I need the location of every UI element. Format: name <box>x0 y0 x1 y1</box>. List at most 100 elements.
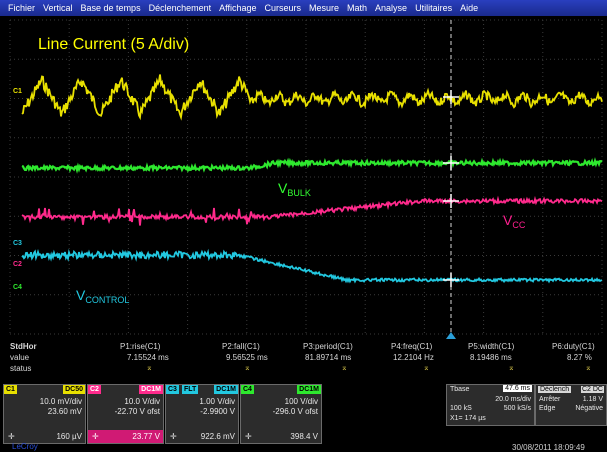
ch2-marker[interactable]: C2 <box>13 261 22 268</box>
waveform-display[interactable]: Line Current (5 A/div) VBULK VCC VCONTRO… <box>0 16 607 339</box>
ch2-trace <box>21 195 603 226</box>
row-label-stdhor: StdHor <box>10 342 37 351</box>
param-name[interactable]: P4:freq(C1) <box>391 342 433 351</box>
timebase-rate: 500 kS/s <box>503 405 531 412</box>
param-name[interactable]: P6:duty(C1) <box>552 342 595 351</box>
channel-3-header: C3 FLT DC1M <box>166 385 238 394</box>
ch3-marker[interactable]: C3 <box>13 240 22 247</box>
param-status-icon: ⌅ <box>146 363 153 372</box>
param-name[interactable]: P1:rise(C1) <box>120 342 161 351</box>
trigger-slope: Négative <box>575 405 603 412</box>
param-status-icon: ⌅ <box>244 363 251 372</box>
param-value: 7.15524 ms <box>127 353 169 362</box>
param-name[interactable]: P3:period(C1) <box>303 342 353 351</box>
param-value: 8.19486 ms <box>470 353 512 362</box>
menu-vertical[interactable]: Vertical <box>43 3 73 13</box>
param-value: 81.89714 ms <box>305 353 352 362</box>
channel-4-box[interactable]: C4 DC1M 100 V/div -296.0 V ofst ✛ 398.4 … <box>240 384 322 444</box>
menu-bar: Fichier Vertical Base de temps Déclenche… <box>0 0 607 16</box>
trigger-label: Déclench <box>538 386 572 393</box>
channel-4-offset: -296.0 V ofst <box>272 407 318 416</box>
channel-1-reading: 160 µV <box>56 432 82 441</box>
channel-2-scale: 10.0 V/div <box>124 397 160 406</box>
menu-file[interactable]: Fichier <box>8 3 36 13</box>
menu-utilities[interactable]: Utilitaires <box>415 3 453 13</box>
channel-2-box[interactable]: C2 DC1M 10.0 V/div -22.70 V ofst ✛ 23.77… <box>87 384 164 444</box>
channel-2-coupling: DC1M <box>139 385 163 394</box>
param-name[interactable]: P5:width(C1) <box>468 342 515 351</box>
channel-3-reading: 922.6 mV <box>200 432 235 441</box>
channel-4-header: C4 DC1M <box>241 385 321 394</box>
channel-4-tag: C4 <box>241 385 254 394</box>
param-status-icon: ⌅ <box>585 363 592 372</box>
param-name[interactable]: P2:fall(C1) <box>222 342 260 351</box>
menu-math[interactable]: Math <box>347 3 368 13</box>
channel-2-reading: 23.77 V <box>132 432 160 441</box>
channel-1-scale: 10.0 mV/div <box>39 397 82 406</box>
channel-1-offset: 23.60 mV <box>47 407 82 416</box>
menu-timebase[interactable]: Base de temps <box>80 3 141 13</box>
ch4-trace <box>21 157 603 174</box>
param-value: 8.27 % <box>567 353 592 362</box>
menu-cursors[interactable]: Curseurs <box>264 3 302 13</box>
trigger-source-badge: C2 DC <box>580 386 604 393</box>
channel-3-arrow-icon: ✛ <box>170 432 177 441</box>
channel-2-arrow-icon: ✛ <box>92 432 99 441</box>
measurement-table[interactable]: StdHor value status P1:rise(C1) 7.15524 … <box>0 339 607 384</box>
trigger-type: Edge <box>539 405 556 412</box>
row-label-value: value <box>10 353 30 362</box>
trigger-box[interactable]: Déclench C2 DC Arrêter 1.18 V Edge Négat… <box>535 384 607 426</box>
channel-2-header: C2 DC1M <box>88 385 163 394</box>
channel-4-reading: 398.4 V <box>290 432 318 441</box>
brand-logo: LeCroy <box>12 442 38 451</box>
channel-1-box[interactable]: C1 DC50 10.0 mV/div 23.60 mV ✛ 160 µV <box>3 384 86 444</box>
channel-3-filter: FLT <box>182 385 199 394</box>
trigger-position-icon <box>446 332 456 339</box>
channel-4-scale: 100 V/div <box>284 397 318 406</box>
menu-help[interactable]: Aide <box>460 3 479 13</box>
channel-4-arrow-icon: ✛ <box>245 432 252 441</box>
param-value: 12.2104 Hz <box>393 353 434 362</box>
ch3-trace <box>21 248 603 284</box>
control-panel: C1 DC50 10.0 mV/div 23.60 mV ✛ 160 µV C2… <box>0 384 607 452</box>
channel-1-arrow-icon: ✛ <box>8 432 15 441</box>
channel-4-footer: ✛ 398.4 V <box>241 430 321 443</box>
vbulk-label: VBULK <box>278 180 311 198</box>
channel-2-footer: ✛ 23.77 V <box>88 430 163 443</box>
param-status-icon: ⌅ <box>423 363 430 372</box>
channel-2-tag: C2 <box>88 385 101 394</box>
ch1-marker[interactable]: C1 <box>13 88 22 95</box>
channel-2-offset: -22.70 V ofst <box>114 407 160 416</box>
plot-title: Line Current (5 A/div) <box>38 36 190 53</box>
channel-1-footer: ✛ 160 µV <box>4 430 85 443</box>
channel-3-scale: 1.00 V/div <box>199 397 235 406</box>
channel-3-box[interactable]: C3 FLT DC1M 1.00 V/div -2.9900 V ✛ 922.6… <box>165 384 239 444</box>
timebase-scale: 20.0 ms/div <box>495 396 531 403</box>
channel-3-offset: -2.9900 V <box>200 407 235 416</box>
timebase-box[interactable]: Tbase 47.6 ms 20.0 ms/div 100 kS 500 kS/… <box>446 384 535 426</box>
menu-measure[interactable]: Mesure <box>309 3 340 13</box>
vcontrol-label: VCONTROL <box>76 287 130 305</box>
trigger-level: 1.18 V <box>582 396 603 403</box>
cursor-x1-readout: X1= 174 µs <box>450 415 486 422</box>
menu-analysis[interactable]: Analyse <box>375 3 408 13</box>
menu-trigger[interactable]: Déclenchement <box>148 3 212 13</box>
ch1-trace <box>21 74 603 121</box>
param-value: 9.56525 ms <box>226 353 268 362</box>
vcc-label: VCC <box>503 212 526 230</box>
timebase-samples: 100 kS <box>450 405 472 412</box>
trigger-mode: Arrêter <box>539 396 561 403</box>
channel-1-tag: C1 <box>4 385 17 394</box>
ch4-marker[interactable]: C4 <box>13 284 22 291</box>
param-status-icon: ⌅ <box>341 363 348 372</box>
channel-3-footer: ✛ 922.6 mV <box>166 430 238 443</box>
channel-3-coupling: DC1M <box>214 385 238 394</box>
timebase-delay: 47.6 ms <box>503 385 532 392</box>
timestamp: 30/08/2011 18:09:49 <box>512 443 585 452</box>
menu-display[interactable]: Affichage <box>219 3 257 13</box>
row-label-status: status <box>10 364 32 373</box>
waveform-plot <box>9 19 603 339</box>
channel-4-coupling: DC1M <box>297 385 321 394</box>
channel-1-coupling: DC50 <box>63 385 85 394</box>
channel-3-tag: C3 <box>166 385 179 394</box>
